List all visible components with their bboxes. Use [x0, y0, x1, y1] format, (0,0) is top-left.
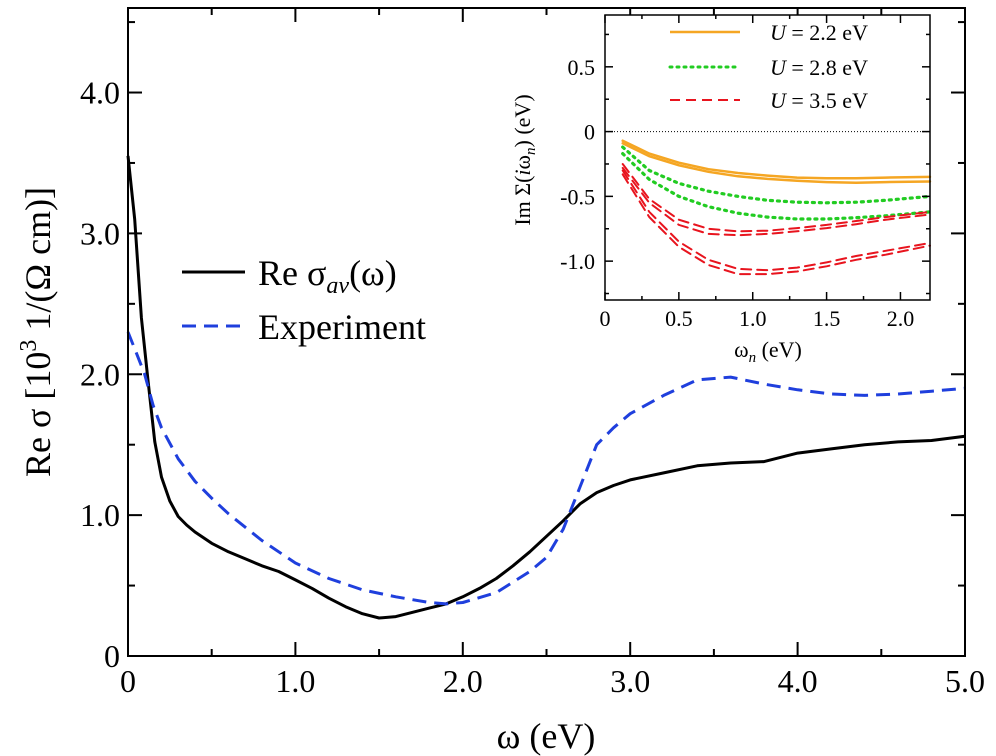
inset-x-tick-label: 1.5: [813, 306, 841, 331]
inset-series-u-2-2-ev-curve-1: [621, 139, 932, 180]
inset-axis-ticks: [604, 15, 930, 300]
legend-label-re-sigma: Re σav(ω): [258, 253, 397, 299]
inset-series-u-3-5-ev-curve-4: [621, 173, 931, 276]
main-x-tick-label: 5.0: [945, 663, 985, 699]
main-x-tick-label: 1.0: [275, 663, 315, 699]
legend-label-u-2-2: U = 2.2 eV: [770, 20, 868, 45]
inset-y-tick-label: 0: [584, 120, 595, 145]
legend-label-u-3-5: U = 3.5 eV: [770, 88, 868, 113]
main-y-tick-label: 4.0: [80, 75, 120, 111]
inset-plot: 0 0.5 1.0 1.5 2.0 -1.0 -0.5 0 0.5 ωn (eV) Im Σ(i…: [510, 14, 932, 366]
main-y-tick-label: 0: [104, 638, 120, 674]
main-series-experiment: [126, 331, 966, 606]
inset-series-u-2-8-ev-curve-1: [621, 145, 932, 205]
inset-y-tick-label: -0.5: [560, 184, 595, 209]
main-x-tick-label: 0: [120, 663, 136, 699]
main-axis-tick-labels: 0 1.0 2.0 3.0 4.0 5.0 0 1.0 2.0 3.0 4.0: [80, 75, 985, 699]
inset-x-tick-label: 0: [600, 306, 611, 331]
main-x-tick-label: 3.0: [610, 663, 650, 699]
main-y-axis-label: Re σ [103 1/(Ω cm)]: [16, 187, 58, 477]
inset-series-u-3-5-ev-curve-1: [621, 163, 931, 233]
main-y-tick-label: 3.0: [80, 215, 120, 251]
inset-x-axis-label: ωn (eV): [734, 337, 802, 366]
inset-plot-frame: [604, 14, 931, 301]
main-legend: Re σav(ω) Experiment: [182, 253, 426, 347]
inset-x-tick-label: 2.0: [887, 306, 915, 331]
legend-label-u-2-8: U = 2.8 eV: [770, 55, 868, 80]
inset-x-tick-label: 1.0: [739, 306, 767, 331]
inset-curves: [621, 139, 932, 276]
inset-axis-tick-labels: 0 0.5 1.0 1.5 2.0 -1.0 -0.5 0 0.5: [560, 55, 914, 331]
inset-series-u-2-2-ev-curve-2: [621, 142, 932, 185]
main-y-tick-label: 2.0: [80, 356, 120, 392]
inset-series-u-3-5-ev-curve-2: [621, 166, 931, 237]
main-x-tick-label: 2.0: [443, 663, 483, 699]
main-series-re-sigma-av: [126, 155, 966, 620]
main-plot: 0 1.0 2.0 3.0 4.0 5.0 0 1.0 2.0 3.0 4.0 ω (eV) Re …: [16, 7, 985, 756]
inset-series-u-2-8-ev-curve-2: [621, 152, 932, 221]
inset-x-tick-label: 0.5: [665, 306, 693, 331]
inset-y-axis-label: Im Σ(iωn) (eV): [510, 94, 539, 225]
main-curves: [126, 155, 966, 620]
inset-series-u-3-5-ev-curve-3: [621, 169, 931, 272]
inset-y-tick-label: -1.0: [560, 249, 595, 274]
inset-legend: U = 2.2 eV U = 2.8 eV U = 3.5 eV: [668, 20, 868, 113]
main-x-tick-label: 4.0: [778, 663, 818, 699]
main-y-tick-label: 1.0: [80, 497, 120, 533]
main-x-axis-label: ω (eV): [497, 716, 596, 756]
legend-label-experiment: Experiment: [258, 307, 426, 347]
inset-y-tick-label: 0.5: [568, 55, 596, 80]
